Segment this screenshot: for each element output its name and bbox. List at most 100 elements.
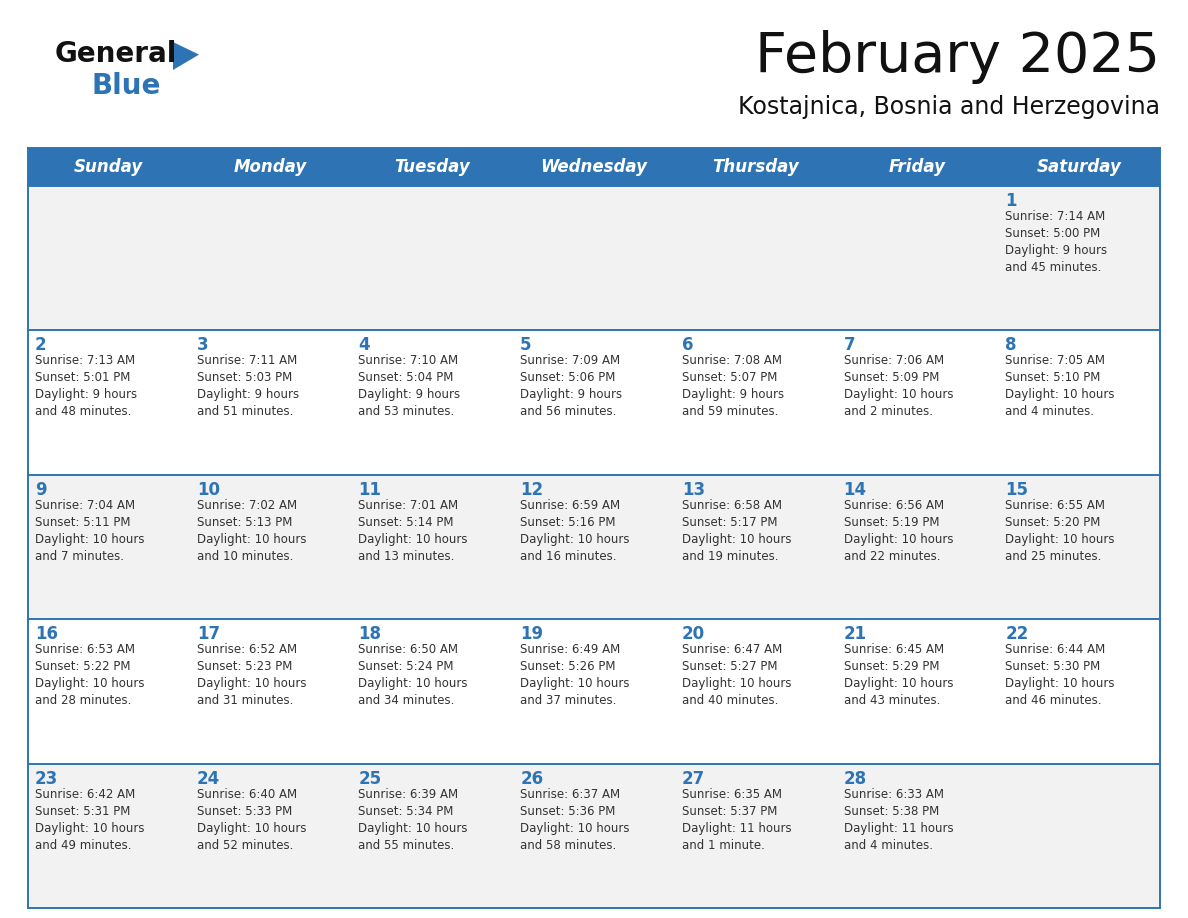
Text: Sunrise: 7:01 AM: Sunrise: 7:01 AM: [359, 498, 459, 512]
Text: Daylight: 10 hours: Daylight: 10 hours: [34, 532, 145, 546]
Text: Sunrise: 6:40 AM: Sunrise: 6:40 AM: [197, 788, 297, 800]
Text: Daylight: 11 hours: Daylight: 11 hours: [843, 822, 953, 834]
Text: 3: 3: [197, 336, 208, 354]
Text: Sunset: 5:38 PM: Sunset: 5:38 PM: [843, 804, 939, 818]
Text: Sunset: 5:29 PM: Sunset: 5:29 PM: [843, 660, 939, 673]
Text: and 2 minutes.: and 2 minutes.: [843, 406, 933, 419]
Text: Tuesday: Tuesday: [394, 158, 470, 176]
Bar: [29, 186, 1159, 330]
Text: and 49 minutes.: and 49 minutes.: [34, 839, 132, 852]
Text: General: General: [55, 40, 177, 68]
Text: Sunset: 5:16 PM: Sunset: 5:16 PM: [520, 516, 615, 529]
Text: and 4 minutes.: and 4 minutes.: [843, 839, 933, 852]
Text: and 53 minutes.: and 53 minutes.: [359, 406, 455, 419]
Text: Sunset: 5:24 PM: Sunset: 5:24 PM: [359, 660, 454, 673]
Text: Sunrise: 7:08 AM: Sunrise: 7:08 AM: [682, 354, 782, 367]
Text: Daylight: 10 hours: Daylight: 10 hours: [843, 532, 953, 546]
Text: Sunset: 5:00 PM: Sunset: 5:00 PM: [1005, 227, 1100, 240]
Text: Sunrise: 6:55 AM: Sunrise: 6:55 AM: [1005, 498, 1105, 512]
Text: Daylight: 10 hours: Daylight: 10 hours: [682, 532, 791, 546]
Text: and 28 minutes.: and 28 minutes.: [34, 694, 132, 707]
Text: Kostajnica, Bosnia and Herzegovina: Kostajnica, Bosnia and Herzegovina: [738, 95, 1159, 119]
Text: 6: 6: [682, 336, 694, 354]
Text: and 13 minutes.: and 13 minutes.: [359, 550, 455, 563]
Text: Sunrise: 6:35 AM: Sunrise: 6:35 AM: [682, 788, 782, 800]
Text: Daylight: 10 hours: Daylight: 10 hours: [520, 822, 630, 834]
Text: 14: 14: [843, 481, 867, 498]
Text: and 46 minutes.: and 46 minutes.: [1005, 694, 1101, 707]
Text: and 25 minutes.: and 25 minutes.: [1005, 550, 1101, 563]
Text: and 48 minutes.: and 48 minutes.: [34, 406, 132, 419]
Text: Sunrise: 7:11 AM: Sunrise: 7:11 AM: [197, 354, 297, 367]
Text: 2: 2: [34, 336, 46, 354]
Text: Sunrise: 6:44 AM: Sunrise: 6:44 AM: [1005, 644, 1106, 656]
Text: Daylight: 10 hours: Daylight: 10 hours: [1005, 388, 1114, 401]
Text: Daylight: 10 hours: Daylight: 10 hours: [520, 532, 630, 546]
Text: Daylight: 10 hours: Daylight: 10 hours: [197, 677, 307, 690]
Text: Sunset: 5:22 PM: Sunset: 5:22 PM: [34, 660, 131, 673]
Text: Monday: Monday: [234, 158, 308, 176]
Text: Daylight: 10 hours: Daylight: 10 hours: [34, 822, 145, 834]
Text: Daylight: 10 hours: Daylight: 10 hours: [359, 677, 468, 690]
Text: Daylight: 9 hours: Daylight: 9 hours: [520, 388, 623, 401]
Bar: [29, 764, 1159, 908]
Text: 28: 28: [843, 769, 867, 788]
Text: 11: 11: [359, 481, 381, 498]
Text: Sunrise: 6:33 AM: Sunrise: 6:33 AM: [843, 788, 943, 800]
Text: Wednesday: Wednesday: [541, 158, 647, 176]
Text: Sunset: 5:09 PM: Sunset: 5:09 PM: [843, 372, 939, 385]
Text: Sunrise: 7:09 AM: Sunrise: 7:09 AM: [520, 354, 620, 367]
Text: Sunset: 5:36 PM: Sunset: 5:36 PM: [520, 804, 615, 818]
Text: and 37 minutes.: and 37 minutes.: [520, 694, 617, 707]
Text: Sunrise: 7:14 AM: Sunrise: 7:14 AM: [1005, 210, 1106, 223]
Text: Daylight: 10 hours: Daylight: 10 hours: [1005, 532, 1114, 546]
Text: Sunset: 5:13 PM: Sunset: 5:13 PM: [197, 516, 292, 529]
Text: Sunset: 5:04 PM: Sunset: 5:04 PM: [359, 372, 454, 385]
Text: and 22 minutes.: and 22 minutes.: [843, 550, 940, 563]
Text: Sunrise: 6:42 AM: Sunrise: 6:42 AM: [34, 788, 135, 800]
Text: 7: 7: [843, 336, 855, 354]
Polygon shape: [173, 42, 200, 70]
Text: Sunrise: 7:04 AM: Sunrise: 7:04 AM: [34, 498, 135, 512]
Text: Daylight: 9 hours: Daylight: 9 hours: [34, 388, 137, 401]
Bar: [29, 475, 1159, 620]
Text: and 52 minutes.: and 52 minutes.: [197, 839, 293, 852]
Text: Daylight: 9 hours: Daylight: 9 hours: [682, 388, 784, 401]
Text: 5: 5: [520, 336, 532, 354]
Text: Saturday: Saturday: [1037, 158, 1121, 176]
Text: Sunrise: 6:56 AM: Sunrise: 6:56 AM: [843, 498, 943, 512]
Bar: [29, 148, 1159, 186]
Text: 16: 16: [34, 625, 58, 644]
Text: 20: 20: [682, 625, 704, 644]
Text: Sunset: 5:07 PM: Sunset: 5:07 PM: [682, 372, 777, 385]
Text: and 7 minutes.: and 7 minutes.: [34, 550, 124, 563]
Text: Sunset: 5:27 PM: Sunset: 5:27 PM: [682, 660, 777, 673]
Text: Sunrise: 7:05 AM: Sunrise: 7:05 AM: [1005, 354, 1105, 367]
Text: Daylight: 10 hours: Daylight: 10 hours: [1005, 677, 1114, 690]
Text: 9: 9: [34, 481, 46, 498]
Text: and 45 minutes.: and 45 minutes.: [1005, 261, 1101, 274]
Text: 17: 17: [197, 625, 220, 644]
Text: Daylight: 10 hours: Daylight: 10 hours: [34, 677, 145, 690]
Text: 18: 18: [359, 625, 381, 644]
Text: and 1 minute.: and 1 minute.: [682, 839, 765, 852]
Text: Sunset: 5:03 PM: Sunset: 5:03 PM: [197, 372, 292, 385]
Bar: [29, 620, 1159, 764]
Text: and 58 minutes.: and 58 minutes.: [520, 839, 617, 852]
Text: Daylight: 10 hours: Daylight: 10 hours: [843, 388, 953, 401]
Text: 27: 27: [682, 769, 706, 788]
Text: February 2025: February 2025: [756, 30, 1159, 84]
Text: 25: 25: [359, 769, 381, 788]
Text: Daylight: 10 hours: Daylight: 10 hours: [197, 822, 307, 834]
Text: and 31 minutes.: and 31 minutes.: [197, 694, 293, 707]
Text: 24: 24: [197, 769, 220, 788]
Text: Sunset: 5:20 PM: Sunset: 5:20 PM: [1005, 516, 1100, 529]
Text: Sunset: 5:14 PM: Sunset: 5:14 PM: [359, 516, 454, 529]
Text: Sunset: 5:33 PM: Sunset: 5:33 PM: [197, 804, 292, 818]
Text: Sunrise: 6:59 AM: Sunrise: 6:59 AM: [520, 498, 620, 512]
Text: 19: 19: [520, 625, 543, 644]
Text: 13: 13: [682, 481, 704, 498]
Bar: [29, 330, 1159, 475]
Text: Daylight: 9 hours: Daylight: 9 hours: [1005, 244, 1107, 257]
Text: 22: 22: [1005, 625, 1029, 644]
